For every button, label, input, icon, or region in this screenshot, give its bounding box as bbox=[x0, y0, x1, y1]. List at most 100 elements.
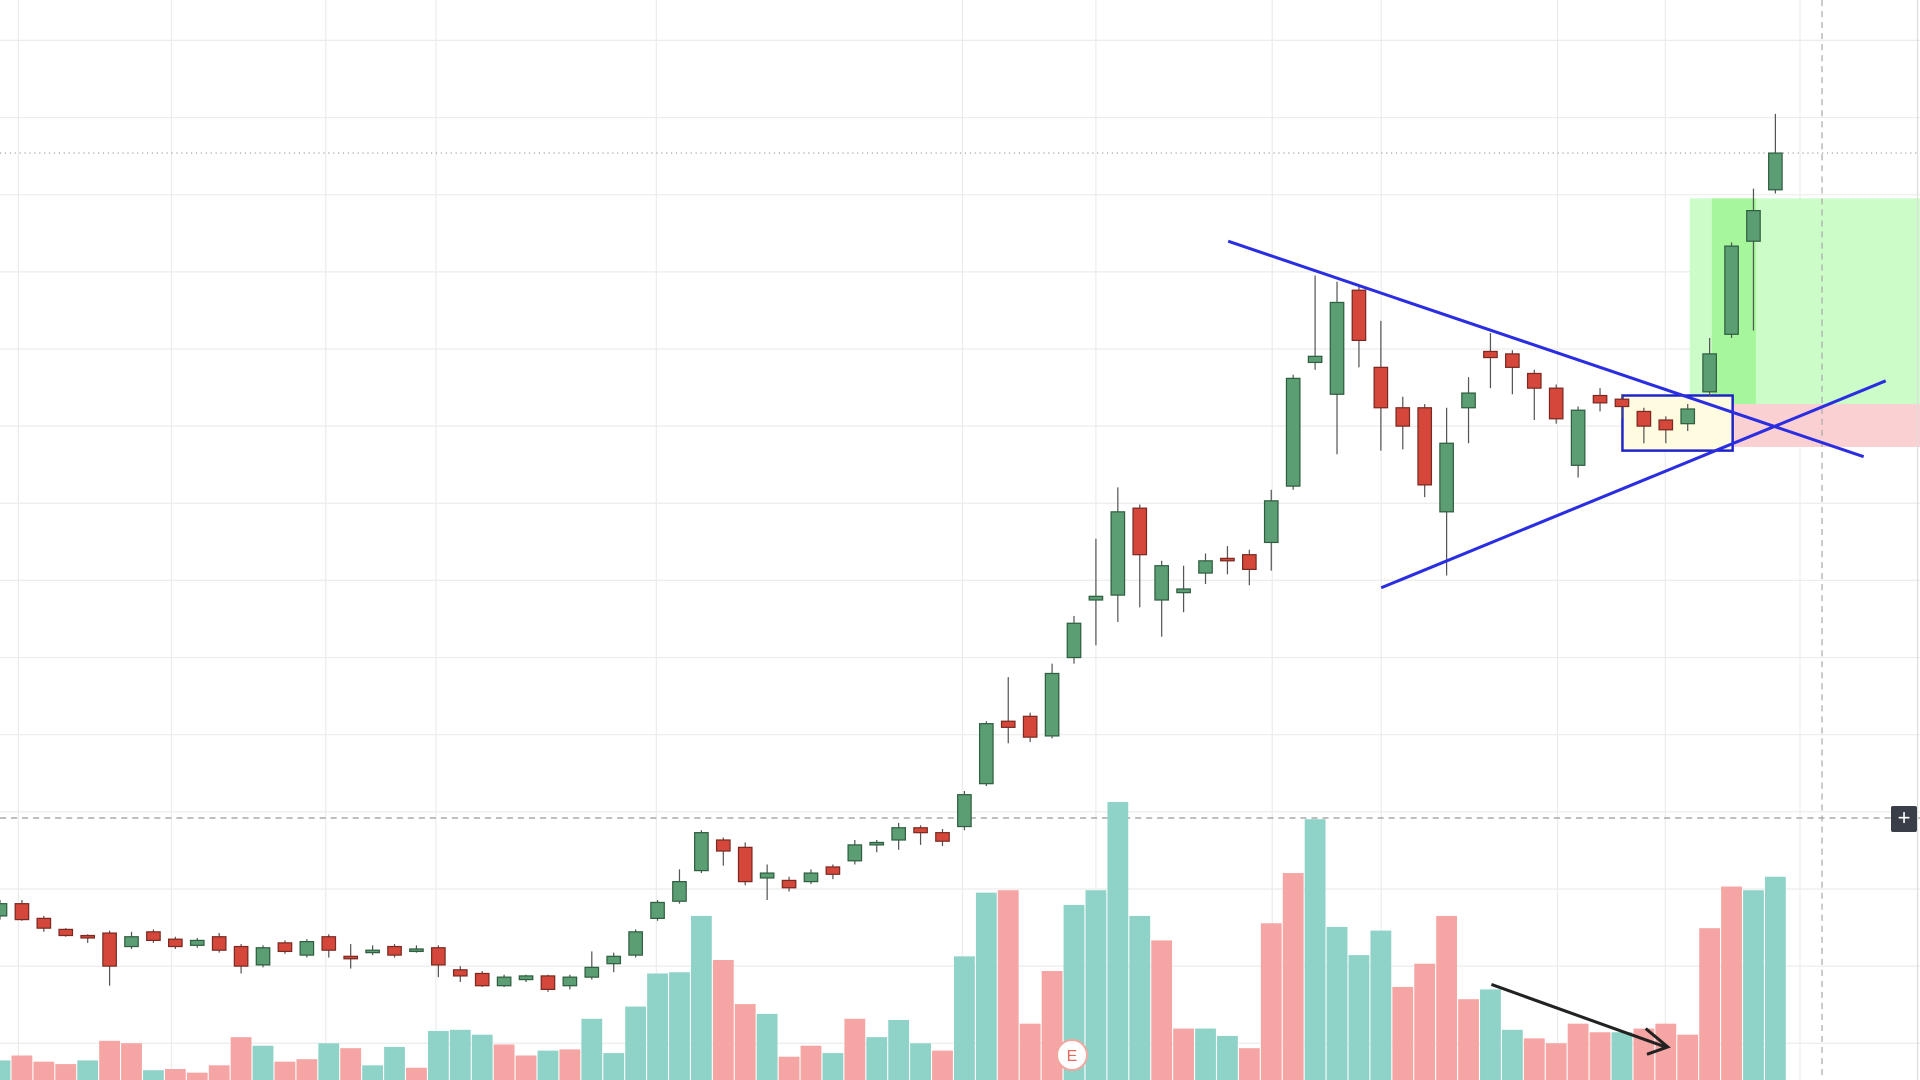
volume-bar bbox=[888, 1020, 910, 1080]
candle-body bbox=[1439, 442, 1454, 513]
volume-bar bbox=[0, 1060, 11, 1080]
candle-body bbox=[1373, 366, 1389, 409]
candle bbox=[387, 944, 402, 958]
candle-body bbox=[1395, 407, 1411, 427]
candle bbox=[1000, 677, 1016, 744]
candle-body bbox=[562, 976, 578, 987]
volume-bar bbox=[910, 1043, 931, 1080]
candle-body bbox=[146, 931, 161, 942]
candle-body bbox=[781, 879, 797, 889]
candle bbox=[277, 940, 293, 954]
candle-body bbox=[759, 872, 775, 879]
candle bbox=[1066, 615, 1082, 664]
candle bbox=[255, 945, 271, 968]
candle bbox=[562, 974, 578, 990]
candle bbox=[957, 791, 972, 831]
volume-bar bbox=[1392, 986, 1414, 1080]
volume-bar bbox=[1260, 923, 1282, 1080]
volume-bar bbox=[1370, 930, 1392, 1080]
candle-body bbox=[1702, 353, 1717, 393]
candle bbox=[124, 931, 139, 949]
earnings-marker[interactable]: E bbox=[1056, 1039, 1088, 1071]
candle bbox=[431, 945, 446, 978]
volume-bar bbox=[778, 1056, 800, 1080]
candle bbox=[540, 974, 556, 992]
volume-bar bbox=[384, 1046, 405, 1080]
candle bbox=[518, 974, 534, 983]
candle-body bbox=[957, 794, 972, 828]
candle-body bbox=[1110, 511, 1126, 596]
candle bbox=[1526, 369, 1542, 420]
candle-body bbox=[825, 866, 841, 875]
candle-body bbox=[1351, 289, 1367, 342]
candle-body bbox=[1132, 507, 1148, 556]
candle-body bbox=[672, 881, 687, 902]
candle bbox=[869, 840, 885, 853]
candle bbox=[474, 971, 490, 987]
candle-body bbox=[1176, 588, 1191, 594]
volume-bar bbox=[756, 1013, 778, 1080]
volume-bar bbox=[800, 1045, 822, 1080]
candle bbox=[233, 944, 249, 974]
candle bbox=[1439, 407, 1454, 576]
upper-trendline[interactable] bbox=[1227, 239, 1865, 459]
candle-body bbox=[474, 972, 490, 987]
volume-bar bbox=[1019, 1023, 1041, 1080]
drawings[interactable] bbox=[1227, 239, 1887, 1056]
lower-trendline[interactable] bbox=[1380, 379, 1887, 590]
candle bbox=[1570, 406, 1586, 478]
volume-bar bbox=[1501, 1029, 1523, 1080]
candle bbox=[606, 952, 622, 973]
volume-bar bbox=[690, 915, 712, 1080]
candle-body bbox=[1417, 407, 1433, 486]
volume-bar bbox=[1414, 963, 1436, 1080]
candle-body bbox=[1198, 560, 1213, 574]
candle-body bbox=[715, 839, 731, 852]
candle-body bbox=[1483, 350, 1498, 359]
candle bbox=[672, 869, 687, 904]
candle-body bbox=[496, 976, 512, 987]
volume-bar bbox=[1567, 1023, 1589, 1080]
volume-bar bbox=[603, 1053, 625, 1080]
volume-bar bbox=[186, 1072, 208, 1080]
volume-bar bbox=[1764, 876, 1786, 1080]
volume-bar bbox=[1743, 890, 1764, 1080]
candle-body bbox=[299, 941, 315, 956]
candle bbox=[650, 900, 665, 921]
volume-bar bbox=[471, 1034, 493, 1080]
volume-bars bbox=[0, 802, 1786, 1080]
candle bbox=[365, 945, 380, 956]
volume-bar bbox=[822, 1053, 844, 1080]
candle bbox=[1241, 549, 1257, 586]
volume-bar bbox=[1107, 802, 1129, 1080]
candle bbox=[1548, 384, 1564, 424]
volume-bar bbox=[997, 890, 1019, 1080]
volume-arrow[interactable] bbox=[1490, 983, 1666, 1049]
candle-body bbox=[321, 936, 337, 951]
candle-body bbox=[869, 841, 885, 846]
candle bbox=[189, 937, 205, 948]
candle bbox=[1132, 504, 1148, 608]
volume-bar bbox=[1721, 886, 1742, 1080]
volume-bar bbox=[669, 972, 690, 1080]
candle-body bbox=[58, 928, 74, 937]
candle-body bbox=[1285, 377, 1301, 487]
candle bbox=[1417, 404, 1433, 498]
candle-body bbox=[167, 938, 183, 948]
candle bbox=[694, 830, 709, 874]
volume-bar bbox=[932, 1050, 953, 1080]
volume-bar bbox=[1348, 955, 1370, 1080]
candle-body bbox=[1154, 565, 1170, 601]
candle-body bbox=[1022, 715, 1038, 738]
candle-body bbox=[913, 827, 928, 834]
candle-body bbox=[36, 917, 52, 929]
candle-body bbox=[14, 903, 30, 921]
volume-bar bbox=[252, 1045, 274, 1080]
candle bbox=[211, 933, 227, 953]
add-button[interactable]: + bbox=[1891, 806, 1917, 832]
volume-bar bbox=[1238, 1048, 1260, 1080]
candle bbox=[1658, 416, 1674, 444]
volume-bar bbox=[1085, 890, 1107, 1080]
